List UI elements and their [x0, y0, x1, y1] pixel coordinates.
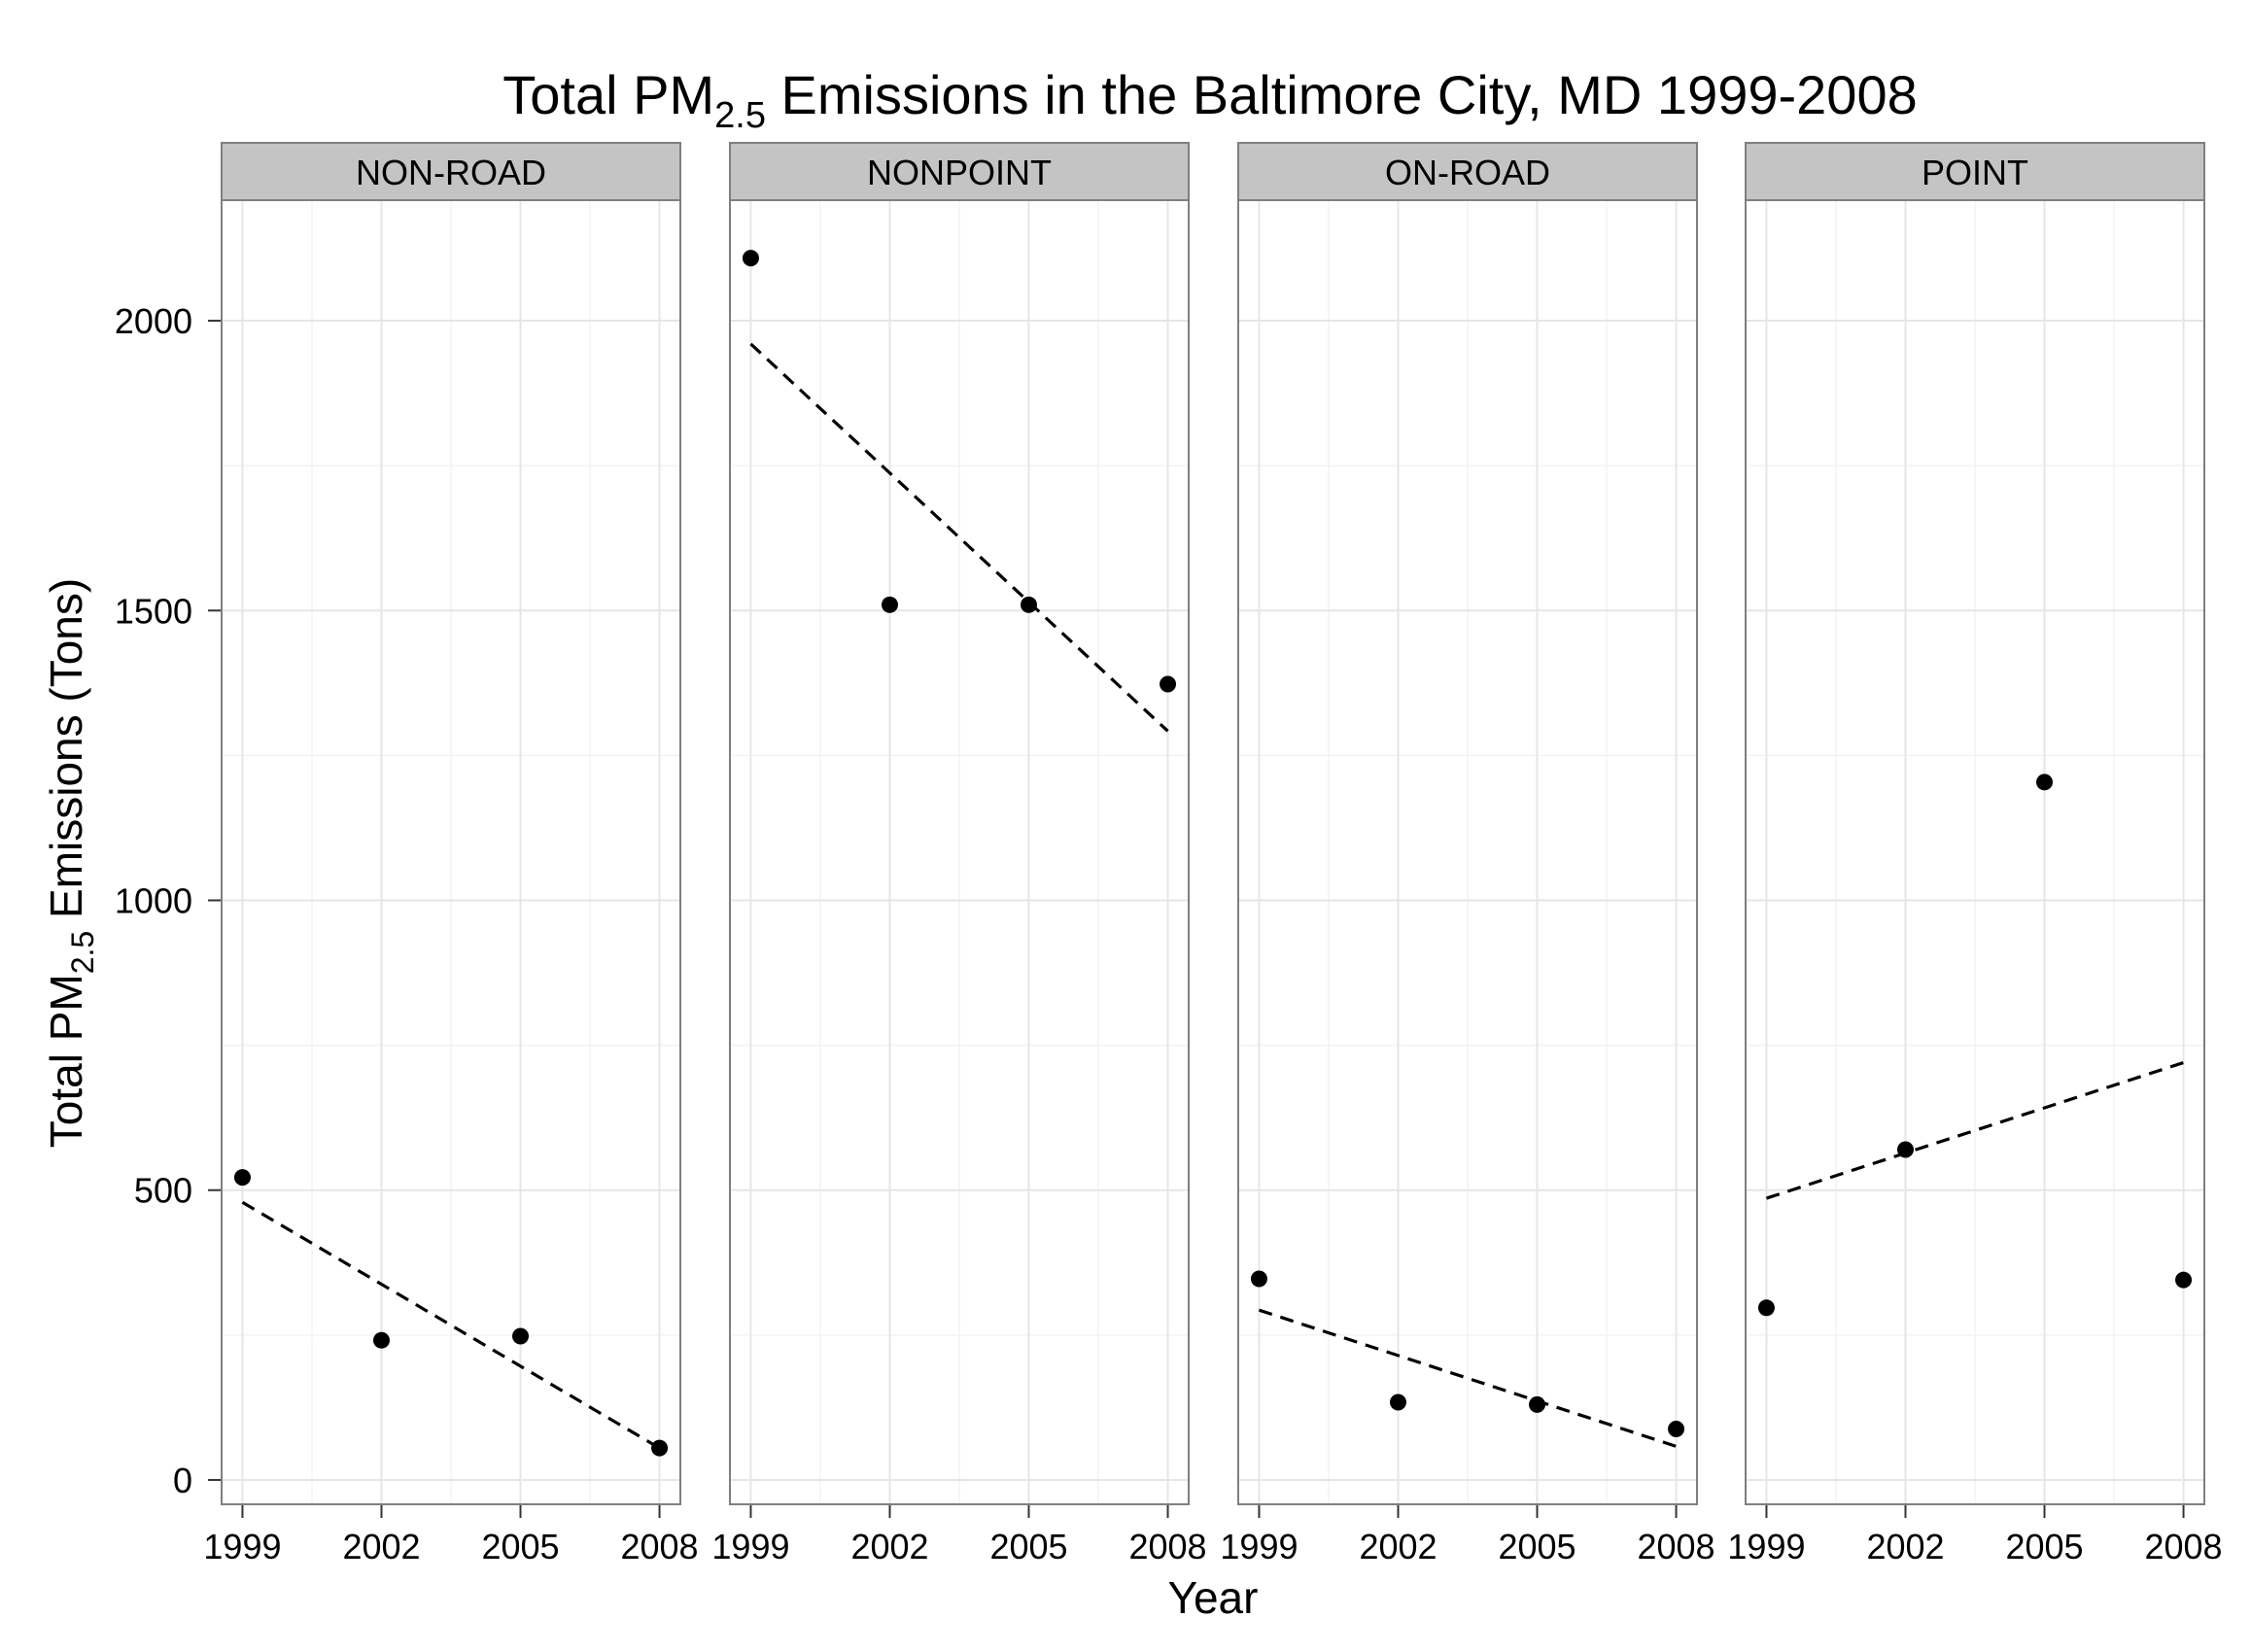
- x-tick-label: 2005: [1498, 1527, 1576, 1566]
- panel-border: [221, 199, 681, 1505]
- panel-border: [1745, 199, 2205, 1505]
- data-point: [2175, 1271, 2193, 1289]
- trend-line: [241, 1200, 661, 1450]
- facet-panel-nonpoint: NONPOINT 1999 2002 2005 2008: [711, 142, 1207, 1566]
- data-point: [1389, 1394, 1406, 1411]
- facet-strip-label: NON-ROAD: [356, 153, 546, 192]
- trend-line: [749, 342, 1169, 733]
- y-tick-label: 2000: [115, 301, 192, 341]
- data-point: [233, 1169, 251, 1187]
- x-tick-label: 1999: [203, 1527, 281, 1566]
- data-point: [651, 1439, 669, 1457]
- data-point: [1250, 1270, 1267, 1288]
- y-axis-label: Total PM2.5 Emissions (Tons): [41, 578, 100, 1148]
- x-tick-label: 2002: [342, 1527, 420, 1566]
- data-point: [1668, 1420, 1685, 1437]
- x-tick-label: 2002: [850, 1527, 928, 1566]
- data-point: [1160, 675, 1177, 693]
- y-tick-label: 0: [173, 1461, 192, 1500]
- x-tick-label: 2008: [620, 1527, 698, 1566]
- y-tick-label: 1500: [115, 591, 192, 631]
- panel-border: [1237, 199, 1698, 1505]
- chart-title: Total PM2.5 Emissions in the Baltimore C…: [502, 64, 1917, 136]
- facet-strip-label: POINT: [1922, 153, 2028, 192]
- y-axis: 0 500 1000 1500 2000: [115, 301, 222, 1500]
- trend-line: [1765, 1060, 2185, 1200]
- facet-strip: [221, 142, 681, 201]
- facet-strip-label: ON-ROAD: [1385, 153, 1550, 192]
- x-tick-label: 2008: [1128, 1527, 1206, 1566]
- data-point: [1896, 1141, 1914, 1158]
- y-tick-label: 1000: [115, 881, 192, 921]
- y-tick-label: 500: [134, 1171, 192, 1211]
- data-point: [1757, 1299, 1775, 1317]
- x-tick-label: 2005: [2005, 1527, 2083, 1566]
- data-point: [881, 596, 898, 613]
- trend-line: [1258, 1308, 1678, 1448]
- data-point: [1529, 1395, 1546, 1413]
- x-tick-label: 2005: [989, 1527, 1067, 1566]
- facet-strip: [1745, 142, 2205, 201]
- data-point: [1021, 596, 1038, 613]
- x-tick-label: 1999: [1727, 1527, 1805, 1566]
- x-axis-label: Year: [1168, 1572, 1259, 1623]
- facet-panel-non-road: NON-ROAD 1999 2002 2005 2008: [203, 142, 699, 1566]
- panel-border: [729, 199, 1190, 1505]
- facet-strip-label: NONPOINT: [867, 153, 1052, 192]
- facet-panels: NON-ROAD 1999 2002 2005 2008 NONPOINT 1999 2002…: [203, 142, 2223, 1566]
- x-tick-label: 1999: [711, 1527, 789, 1566]
- x-tick-label: 2005: [481, 1527, 559, 1566]
- data-point: [742, 250, 759, 267]
- x-tick-label: 1999: [1220, 1527, 1298, 1566]
- x-tick-label: 2008: [2144, 1527, 2222, 1566]
- x-tick-label: 2002: [1359, 1527, 1437, 1566]
- x-tick-label: 2002: [1866, 1527, 1944, 1566]
- data-point: [2036, 774, 2054, 791]
- facet-panel-point: POINT 1999 2002 2005 2008: [1727, 142, 2223, 1566]
- x-tick-label: 2008: [1637, 1527, 1714, 1566]
- facet-panel-on-road: ON-ROAD 1999 2002 2005 2008: [1220, 142, 1715, 1566]
- data-point: [512, 1327, 530, 1345]
- data-point: [372, 1331, 390, 1349]
- facet-strip: [729, 142, 1190, 201]
